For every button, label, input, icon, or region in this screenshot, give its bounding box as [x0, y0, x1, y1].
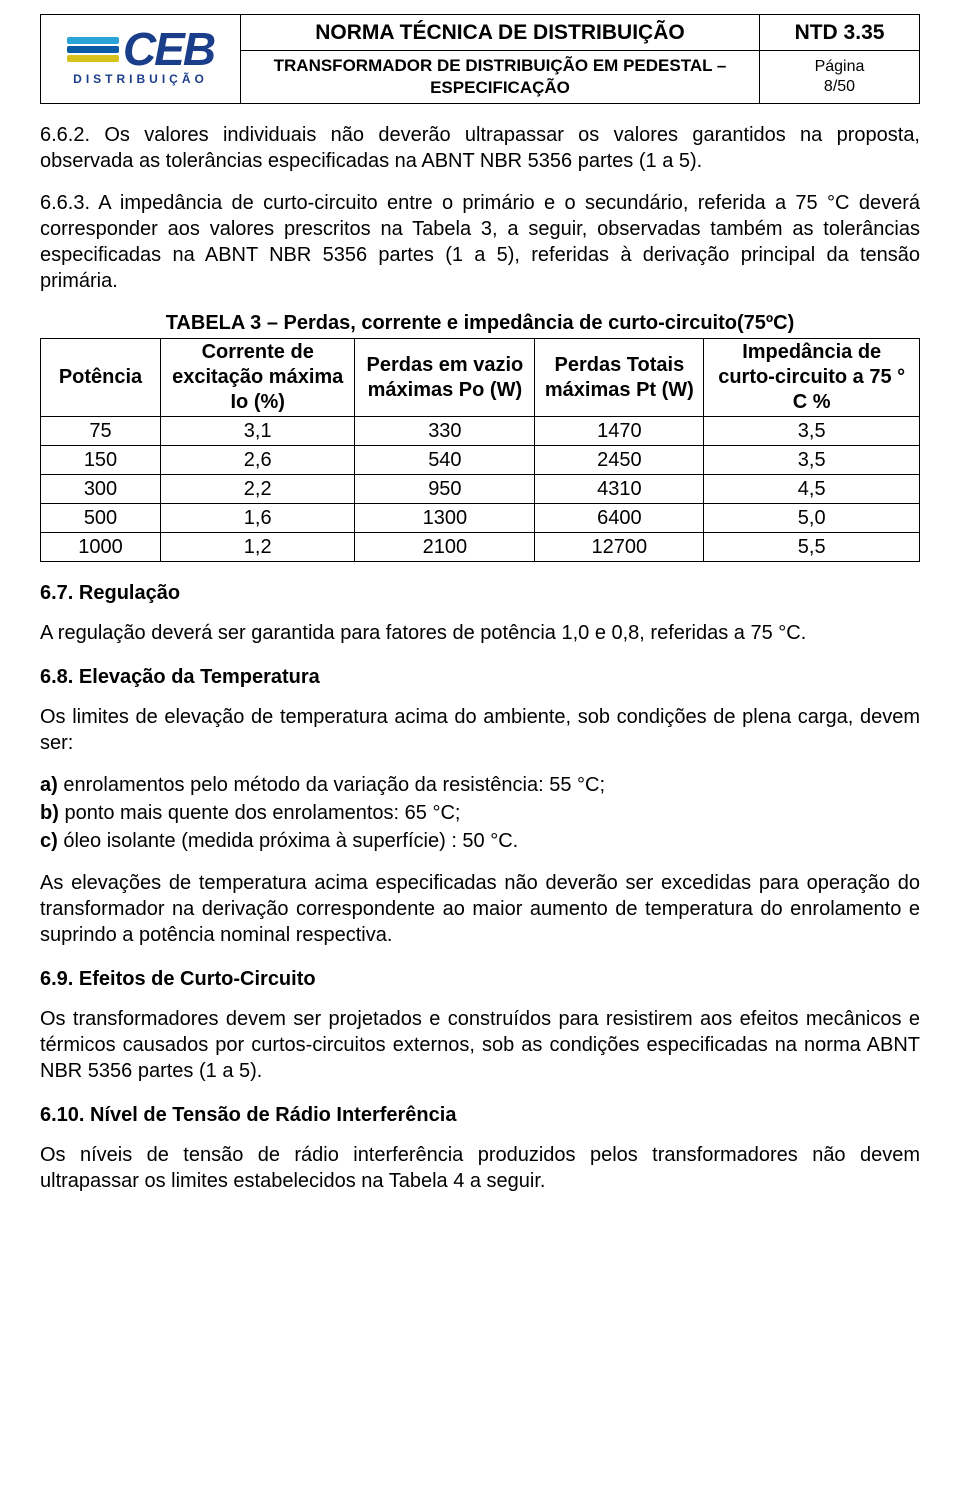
doc-page: Página 8/50: [760, 51, 920, 104]
table3-caption: TABELA 3 – Perdas, corrente e impedância…: [40, 310, 920, 336]
table-cell: 540: [355, 446, 535, 475]
heading-68: 6.8. Elevação da Temperatura: [40, 664, 920, 690]
table-row: 3002,295043104,5: [41, 475, 920, 504]
table-cell: 2450: [535, 446, 704, 475]
table-cell: 5,0: [704, 504, 920, 533]
list-item-b: b) ponto mais quente dos enrolamentos: 6…: [40, 800, 920, 826]
logo: CEB DISTRIBUIÇÃO: [67, 29, 214, 88]
paragraph-67: A regulação deverá ser garantida para fa…: [40, 620, 920, 646]
table-cell: 2,2: [161, 475, 355, 504]
list-item-c: c) óleo isolante (medida próxima à super…: [40, 828, 920, 854]
paragraph-662: 6.6.2. Os valores individuais não deverã…: [40, 122, 920, 174]
page-label: Página: [815, 58, 865, 75]
logo-bars-icon: [67, 35, 119, 64]
paragraph-68-2: As elevações de temperatura acima especi…: [40, 870, 920, 948]
table-row: 753,133014703,5: [41, 417, 920, 446]
heading-610: 6.10. Nível de Tensão de Rádio Interferê…: [40, 1102, 920, 1128]
doc-subtitle: TRANSFORMADOR DE DISTRIBUIÇÃO EM PEDESTA…: [241, 51, 760, 104]
text-c: óleo isolante (medida próxima à superfíc…: [58, 830, 518, 852]
th-perdas-totais: Perdas Totais máximas Pt (W): [535, 339, 704, 417]
th-potencia: Potência: [41, 339, 161, 417]
table-cell: 5,5: [704, 533, 920, 562]
paragraph-610: Os níveis de tensão de rádio interferênc…: [40, 1142, 920, 1194]
doc-title: NORMA TÉCNICA DE DISTRIBUIÇÃO: [241, 15, 760, 51]
heading-67: 6.7. Regulação: [40, 580, 920, 606]
table-cell: 1,6: [161, 504, 355, 533]
th-perdas-vazio: Perdas em vazio máximas Po (W): [355, 339, 535, 417]
table-cell: 4,5: [704, 475, 920, 504]
paragraph-69: Os transformadores devem ser projetados …: [40, 1006, 920, 1084]
th-corrente: Corrente de excitação máxima Io (%): [161, 339, 355, 417]
table-row: 10001,22100127005,5: [41, 533, 920, 562]
page: CEB DISTRIBUIÇÃO NORMA TÉCNICA DE DISTRI…: [0, 0, 960, 1250]
page-value: 8/50: [824, 78, 855, 95]
logo-subtext: DISTRIBUIÇÃO: [67, 72, 214, 88]
table-cell: 950: [355, 475, 535, 504]
label-b: b): [40, 802, 59, 824]
paragraph-68-1: Os limites de elevação de temperatura ac…: [40, 704, 920, 756]
table-row: 1502,654024503,5: [41, 446, 920, 475]
table-cell: 75: [41, 417, 161, 446]
table-cell: 2,6: [161, 446, 355, 475]
table-cell: 3,5: [704, 446, 920, 475]
table-row: 5001,6130064005,0: [41, 504, 920, 533]
text-a: enrolamentos pelo método da variação da …: [58, 774, 605, 796]
table3: Potência Corrente de excitação máxima Io…: [40, 338, 920, 562]
table-cell: 1,2: [161, 533, 355, 562]
table-cell: 330: [355, 417, 535, 446]
label-c: c): [40, 830, 58, 852]
logo-cell: CEB DISTRIBUIÇÃO: [41, 15, 241, 104]
table-cell: 6400: [535, 504, 704, 533]
heading-69: 6.9. Efeitos de Curto-Circuito: [40, 966, 920, 992]
text-b: ponto mais quente dos enrolamentos: 65 °…: [59, 802, 461, 824]
doc-code: NTD 3.35: [760, 15, 920, 51]
table-cell: 150: [41, 446, 161, 475]
list-item-a: a) enrolamentos pelo método da variação …: [40, 772, 920, 798]
label-a: a): [40, 774, 58, 796]
table-cell: 12700: [535, 533, 704, 562]
table-cell: 1000: [41, 533, 161, 562]
table-cell: 2100: [355, 533, 535, 562]
table-cell: 300: [41, 475, 161, 504]
th-impedancia: Impedância de curto-circuito a 75 ° C %: [704, 339, 920, 417]
paragraph-663: 6.6.3. A impedância de curto-circuito en…: [40, 190, 920, 294]
table-cell: 3,1: [161, 417, 355, 446]
table-cell: 3,5: [704, 417, 920, 446]
table-cell: 1300: [355, 504, 535, 533]
table-cell: 500: [41, 504, 161, 533]
document-header: CEB DISTRIBUIÇÃO NORMA TÉCNICA DE DISTRI…: [40, 14, 920, 104]
table-cell: 4310: [535, 475, 704, 504]
table-cell: 1470: [535, 417, 704, 446]
logo-text: CEB: [123, 29, 214, 70]
